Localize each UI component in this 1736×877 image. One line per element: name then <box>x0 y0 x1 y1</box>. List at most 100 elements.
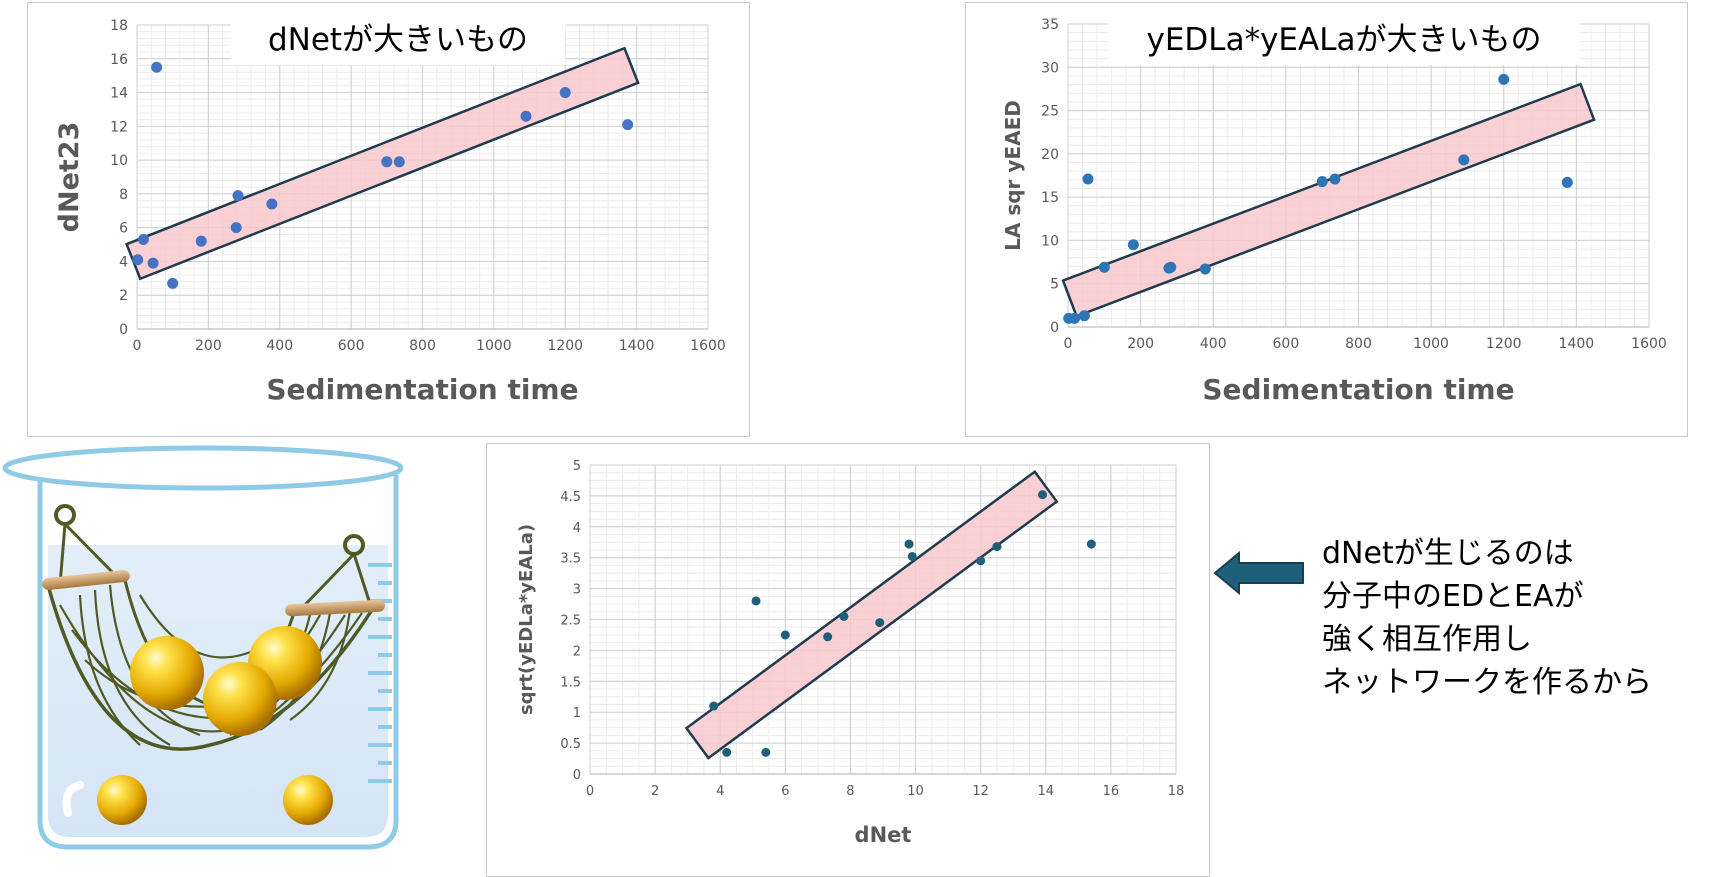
data-point <box>823 632 833 642</box>
y-tick-label: 8 <box>119 187 128 203</box>
chart-panel-correlation: 0 2 4 6 8 10 12 14 16 18 0 0.5 1 1.5 2 2.5 3 3.5 4 4.5 5 dNet… <box>486 443 1210 877</box>
data-point <box>1561 176 1573 188</box>
data-point <box>1199 263 1211 275</box>
y-tick-label: 12 <box>110 119 128 135</box>
x-tick-label: 200 <box>1127 336 1154 352</box>
x-axis-label: Sedimentation time <box>266 373 578 406</box>
gold-sphere-icon <box>130 636 204 710</box>
y-axis-label: sqrt(yEDLa*yEALa) <box>516 524 537 715</box>
x-tick-label: 12 <box>972 784 989 799</box>
data-point <box>907 551 917 561</box>
y-tick-label: 5 <box>1050 277 1059 293</box>
x-tick-label: 8 <box>846 784 854 799</box>
y-tick-label: 2 <box>573 644 581 659</box>
data-point <box>751 596 761 606</box>
y-tick-label: 0 <box>573 768 581 783</box>
chart-panel-yedla: 0 200 400 600 800 1000 1200 1400 1600 0 5 10 15 20 25 3… <box>965 2 1688 437</box>
y-axis-label: LA sqr yEAED <box>1001 100 1025 251</box>
chart-title: yEDLa*yEALaが大きいもの <box>1147 22 1542 58</box>
gold-sphere-icon <box>283 775 333 825</box>
gold-sphere-icon <box>97 775 147 825</box>
y-tick-label: 10 <box>1041 233 1059 249</box>
data-point <box>230 222 242 234</box>
y-tick-label: 18 <box>110 18 128 34</box>
chart-panel-dnet: 0 200 400 600 800 1000 1200 1400 1600 0 2 4 6 8 10 12 14… <box>27 2 750 437</box>
data-point <box>559 87 571 99</box>
note-line: dNetが生じるのは <box>1322 536 1574 571</box>
x-tick-label: 6 <box>781 784 789 799</box>
title-backdrop <box>1109 13 1579 65</box>
explanation-note: dNetが生じるのは 分子中のEDとEAが 強く相互作用し ネットワークを作るか… <box>1322 532 1736 704</box>
gold-sphere-icon <box>203 662 277 736</box>
data-point <box>976 556 986 566</box>
y-tick-label: 35 <box>1041 17 1059 33</box>
data-point <box>151 61 163 73</box>
data-point <box>839 611 849 621</box>
y-tick-label: 16 <box>110 52 128 68</box>
x-tick-label: 1200 <box>547 338 583 354</box>
y-tick-label: 4 <box>119 254 128 270</box>
x-axis-label: dNet <box>855 823 912 847</box>
y-tick-label: 10 <box>110 153 128 169</box>
data-point <box>875 618 885 628</box>
data-point <box>622 119 634 131</box>
x-tick-label: 1600 <box>690 338 726 354</box>
data-point <box>722 747 732 757</box>
data-point <box>1082 173 1094 185</box>
chart3-svg: 0 2 4 6 8 10 12 14 16 18 0 0.5 1 1.5 2 2.5 3 3.5 4 4.5 5 dNet… <box>516 459 1185 847</box>
chart-title: dNetが大きいもの <box>268 22 528 58</box>
x-tick-label: 1200 <box>1486 336 1522 352</box>
beaker-hammock-illustration <box>0 445 405 874</box>
data-point <box>709 701 719 711</box>
y-tick-label: 1 <box>573 706 581 721</box>
y-tick-label: 2.5 <box>560 614 581 629</box>
x-tick-label: 0 <box>1064 336 1073 352</box>
data-point <box>1498 73 1510 85</box>
x-tick-label: 4 <box>716 784 724 799</box>
x-tick-label: 200 <box>195 338 222 354</box>
y-tick-label: 0 <box>119 322 128 338</box>
y-tick-label: 25 <box>1041 104 1059 120</box>
y-tick-label: 4 <box>573 521 581 536</box>
data-point <box>1069 312 1081 324</box>
data-point <box>780 630 790 640</box>
y-tick-label: 4.5 <box>560 490 581 505</box>
x-tick-label: 14 <box>1038 784 1055 799</box>
x-tick-label: 1400 <box>619 338 655 354</box>
note-line: 強く相互作用し <box>1322 622 1532 657</box>
x-tick-label: 0 <box>586 784 594 799</box>
y-tick-label: 3.5 <box>560 552 581 567</box>
data-point <box>381 156 393 168</box>
data-point <box>761 747 771 757</box>
chart1-svg: 0 200 400 600 800 1000 1200 1400 1600 0 2 4 6 8 10 12 14… <box>54 13 726 406</box>
data-point <box>147 257 159 269</box>
data-point <box>992 542 1002 552</box>
left-arrow-icon <box>1213 550 1305 596</box>
data-point <box>1329 173 1341 185</box>
data-point <box>195 235 207 247</box>
note-line: ネットワークを作るから <box>1322 665 1652 700</box>
x-tick-label: 1000 <box>476 338 512 354</box>
data-point <box>1127 239 1139 251</box>
data-point <box>1078 310 1090 322</box>
data-point <box>1458 154 1470 166</box>
y-tick-label: 6 <box>119 221 128 237</box>
x-tick-label: 2 <box>651 784 659 799</box>
x-tick-label: 0 <box>133 338 142 354</box>
y-tick-label: 15 <box>1041 190 1059 206</box>
x-tick-label: 800 <box>409 338 436 354</box>
data-point <box>393 156 405 168</box>
data-point <box>137 233 149 245</box>
data-point <box>266 198 278 210</box>
x-tick-label: 1000 <box>1413 336 1449 352</box>
x-tick-label: 400 <box>1200 336 1227 352</box>
y-axis-label: dNet23 <box>54 122 85 233</box>
data-point <box>1038 490 1048 500</box>
y-tick-label: 3 <box>573 583 581 598</box>
note-line: 分子中のEDとEAが <box>1322 579 1584 614</box>
x-axis-label: Sedimentation time <box>1202 373 1514 406</box>
x-tick-label: 1600 <box>1631 336 1667 352</box>
y-tick-label: 2 <box>119 288 128 304</box>
x-tick-label: 18 <box>1168 784 1185 799</box>
data-point <box>132 254 144 266</box>
